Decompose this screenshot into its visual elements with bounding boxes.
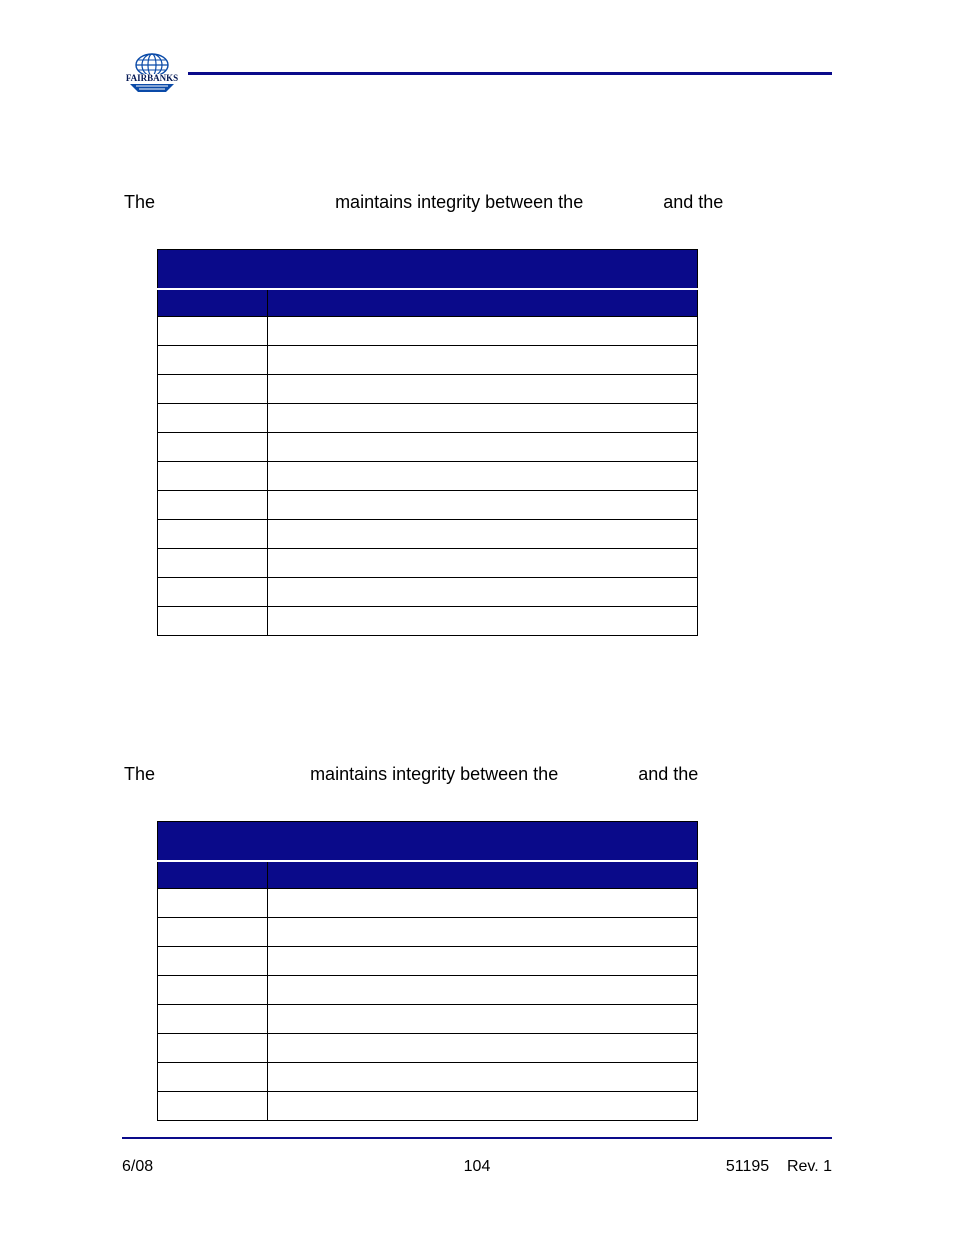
table-2-cell [268, 1005, 698, 1034]
table-1-cell [268, 404, 698, 433]
header-rule [188, 72, 832, 75]
table-2-cell [268, 889, 698, 918]
table-2-cell [268, 1034, 698, 1063]
table-2-cell [158, 1034, 268, 1063]
table-1-cell [158, 404, 268, 433]
table-2-cell [158, 976, 268, 1005]
globe-icon: FAIRBANKS [122, 50, 182, 102]
table-1 [157, 249, 698, 636]
table-2-cell [158, 1005, 268, 1034]
table-1-cell [268, 317, 698, 346]
table-row [158, 462, 698, 491]
table-row [158, 549, 698, 578]
table-1-cell [158, 433, 268, 462]
table-row [158, 346, 698, 375]
table-1-cell [158, 520, 268, 549]
intro-paragraph-2: The maintains integrity between the and … [124, 760, 830, 788]
table-1-cell [158, 375, 268, 404]
footer-doc-rev: 51195 Rev. 1 [726, 1158, 832, 1176]
table-row [158, 317, 698, 346]
table-2-col-1 [158, 861, 268, 889]
table-row [158, 1063, 698, 1092]
para1-word2: maintains integrity between the [335, 192, 583, 212]
table-1-col-2 [268, 289, 698, 317]
table-row [158, 976, 698, 1005]
table-row [158, 375, 698, 404]
page: FAIRBANKS The maintains integrity betwee… [0, 0, 954, 1235]
table-row [158, 607, 698, 636]
table-1-col-1 [158, 289, 268, 317]
para2-word3: and the [638, 764, 698, 784]
para2-word1: The [124, 764, 155, 784]
table-1-cell [268, 491, 698, 520]
brand-logo: FAIRBANKS [122, 50, 182, 102]
table-2-cell [158, 1063, 268, 1092]
page-footer: 6/08 104 51195 Rev. 1 [122, 1158, 832, 1180]
table-row [158, 1034, 698, 1063]
table-2-cell [158, 889, 268, 918]
table-2-cell [268, 1063, 698, 1092]
table-1-cell [268, 375, 698, 404]
table-1-grid [157, 249, 698, 636]
footer-doc: 51195 [726, 1158, 769, 1175]
table-row [158, 404, 698, 433]
intro-paragraph-1: The maintains integrity between the and … [124, 188, 830, 216]
table-row [158, 889, 698, 918]
table-2-col-2 [268, 861, 698, 889]
table-1-cell [158, 462, 268, 491]
table-row [158, 947, 698, 976]
table-2-cell [268, 976, 698, 1005]
table-2-title [158, 822, 698, 862]
table-1-cell [158, 578, 268, 607]
table-2-cell [268, 947, 698, 976]
table-row [158, 578, 698, 607]
table-1-cell [158, 317, 268, 346]
table-1-cell [268, 607, 698, 636]
table-1-cell [158, 346, 268, 375]
table-row [158, 491, 698, 520]
table-row [158, 1092, 698, 1121]
table-2 [157, 821, 698, 1121]
table-row [158, 1005, 698, 1034]
table-row [158, 433, 698, 462]
table-1-cell [268, 549, 698, 578]
table-1-cell [268, 433, 698, 462]
table-2-cell [158, 947, 268, 976]
table-1-cell [268, 578, 698, 607]
para1-word3: and the [663, 192, 723, 212]
table-row [158, 918, 698, 947]
table-1-cell [158, 607, 268, 636]
table-2-cell [268, 918, 698, 947]
table-2-grid [157, 821, 698, 1121]
table-1-cell [158, 491, 268, 520]
table-1-cell [268, 346, 698, 375]
table-2-cell [158, 1092, 268, 1121]
footer-rule [122, 1137, 832, 1139]
table-1-title [158, 250, 698, 290]
table-2-cell [268, 1092, 698, 1121]
table-1-cell [268, 520, 698, 549]
table-row [158, 520, 698, 549]
brand-text: FAIRBANKS [126, 73, 178, 83]
para1-word1: The [124, 192, 155, 212]
table-1-cell [158, 549, 268, 578]
table-2-cell [158, 918, 268, 947]
footer-rev: Rev. 1 [787, 1158, 832, 1175]
table-1-cell [268, 462, 698, 491]
para2-word2: maintains integrity between the [310, 764, 558, 784]
